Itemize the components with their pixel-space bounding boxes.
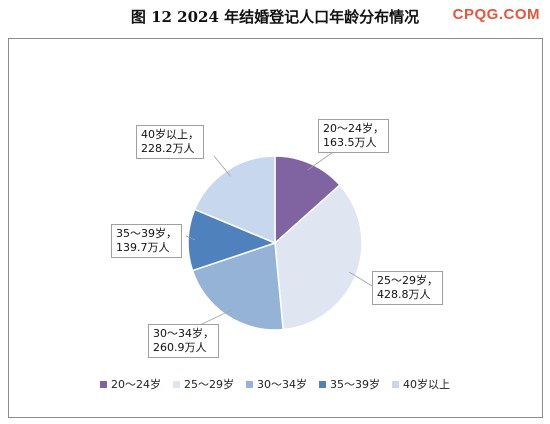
legend-label: 40岁以上 — [403, 378, 450, 391]
data-label-line2: 139.7万人 — [116, 241, 170, 254]
data-label-line1: 20～24岁， — [323, 122, 384, 135]
legend-label: 35～39岁 — [330, 378, 380, 391]
legend-item-0: 20～24岁 — [100, 376, 161, 392]
data-label-line1: 40岁以上， — [141, 128, 199, 141]
leader-line-1 — [349, 271, 373, 287]
data-label-line2: 163.5万人 — [323, 136, 377, 149]
pie-slice-0 — [274, 155, 341, 245]
data-label-line2: 428.8万人 — [377, 288, 431, 301]
legend-label: 20～24岁 — [111, 378, 161, 391]
data-label-line1: 30～34岁， — [153, 327, 214, 340]
leader-line-0 — [307, 149, 337, 171]
legend-item-3: 35～39岁 — [319, 376, 380, 392]
legend-swatch — [100, 380, 107, 388]
data-label-35-39: 35～39岁， 139.7万人 — [111, 224, 182, 258]
legend-swatch — [173, 380, 180, 388]
legend-label: 25～29岁 — [184, 378, 234, 391]
data-label-line2: 260.9万人 — [153, 341, 207, 354]
data-label-line2: 228.2万人 — [141, 142, 195, 155]
legend-swatch — [246, 380, 253, 388]
chart-legend: 20～24岁 25～29岁 30～34岁 35～39岁 40岁以上 — [0, 376, 550, 392]
pie-slice-2 — [191, 241, 284, 331]
leader-line-2 — [199, 309, 232, 326]
legend-swatch — [392, 380, 399, 388]
legend-swatch — [319, 380, 326, 388]
brand-watermark: CPQG.COM — [452, 6, 540, 23]
pie-slice-4 — [193, 155, 276, 245]
data-label-20-24: 20～24岁， 163.5万人 — [318, 119, 389, 153]
leader-line-4 — [213, 155, 231, 177]
legend-item-2: 30～34岁 — [246, 376, 307, 392]
leader-line-3 — [185, 235, 196, 241]
pie-slice-3 — [187, 208, 278, 272]
legend-item-4: 40岁以上 — [392, 376, 450, 392]
pie-slice-1 — [274, 183, 363, 331]
data-label-40-plus: 40岁以上， 228.2万人 — [136, 125, 204, 159]
data-label-25-29: 25～29岁， 428.8万人 — [372, 271, 443, 305]
data-label-line1: 25～29岁， — [377, 274, 438, 287]
legend-label: 30～34岁 — [257, 378, 307, 391]
data-label-30-34: 30～34岁， 260.9万人 — [148, 324, 219, 358]
data-label-line1: 35～39岁， — [116, 227, 177, 240]
legend-item-1: 25～29岁 — [173, 376, 234, 392]
chart-title: 图 12 2024 年结婚登记人口年龄分布情况 — [130, 8, 420, 26]
